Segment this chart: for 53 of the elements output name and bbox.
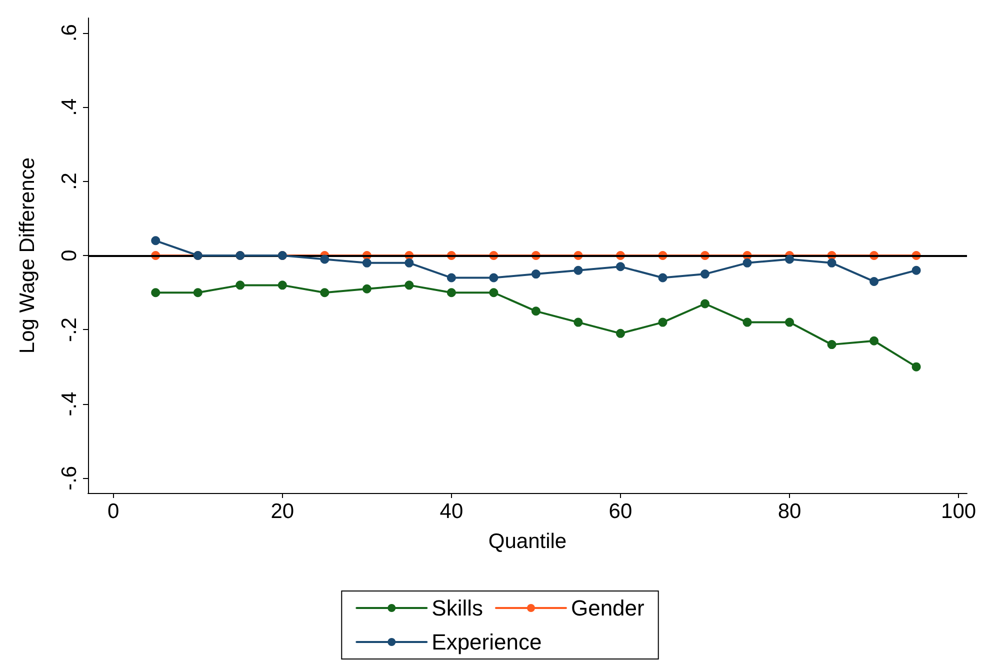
x-tick-label: 40 [440,500,464,523]
point [362,258,372,268]
x-tick-label: 60 [608,500,632,523]
point [236,280,245,290]
x-axis-title: Quantile [488,530,567,553]
point [320,254,330,264]
point [151,236,160,246]
point [700,270,710,279]
legend-label: Experience [432,630,542,654]
point [870,276,879,286]
point [912,362,921,372]
point [700,299,710,308]
point [658,318,668,327]
y-tick-label: -.4 [58,391,81,416]
point [658,273,668,282]
point [404,258,414,268]
x-tick-label: 20 [270,500,294,523]
point [278,280,287,290]
legend-label: Gender [570,596,644,620]
point [616,328,625,338]
x-tick-label: 0 [108,500,120,523]
y-tick-label: .4 [58,98,81,116]
point [785,254,794,264]
point [404,280,414,290]
point [446,273,456,282]
point [151,288,160,298]
y-tick-label: .6 [58,24,81,42]
point [362,284,372,294]
point [616,262,625,272]
point [785,318,794,327]
x-tick-label: 80 [778,500,802,523]
point [320,288,330,298]
point [489,288,498,298]
point [446,288,456,298]
y-tick-label: -.6 [58,466,81,490]
point [870,336,879,346]
point [742,318,752,327]
y-tick-label: 0 [58,250,81,262]
point [742,258,752,268]
legend-label: Skills [432,596,483,620]
y-tick-label: -.2 [58,317,81,342]
point [912,266,921,275]
point [193,288,202,298]
point [574,318,583,327]
point [574,266,583,275]
point [531,306,540,316]
point [827,340,836,350]
point [827,258,836,268]
x-tick-label: 100 [941,500,976,523]
y-tick-label: .2 [58,172,81,190]
point [531,270,540,279]
y-axis-title: Log Wage Difference [16,157,39,354]
point [489,273,498,282]
